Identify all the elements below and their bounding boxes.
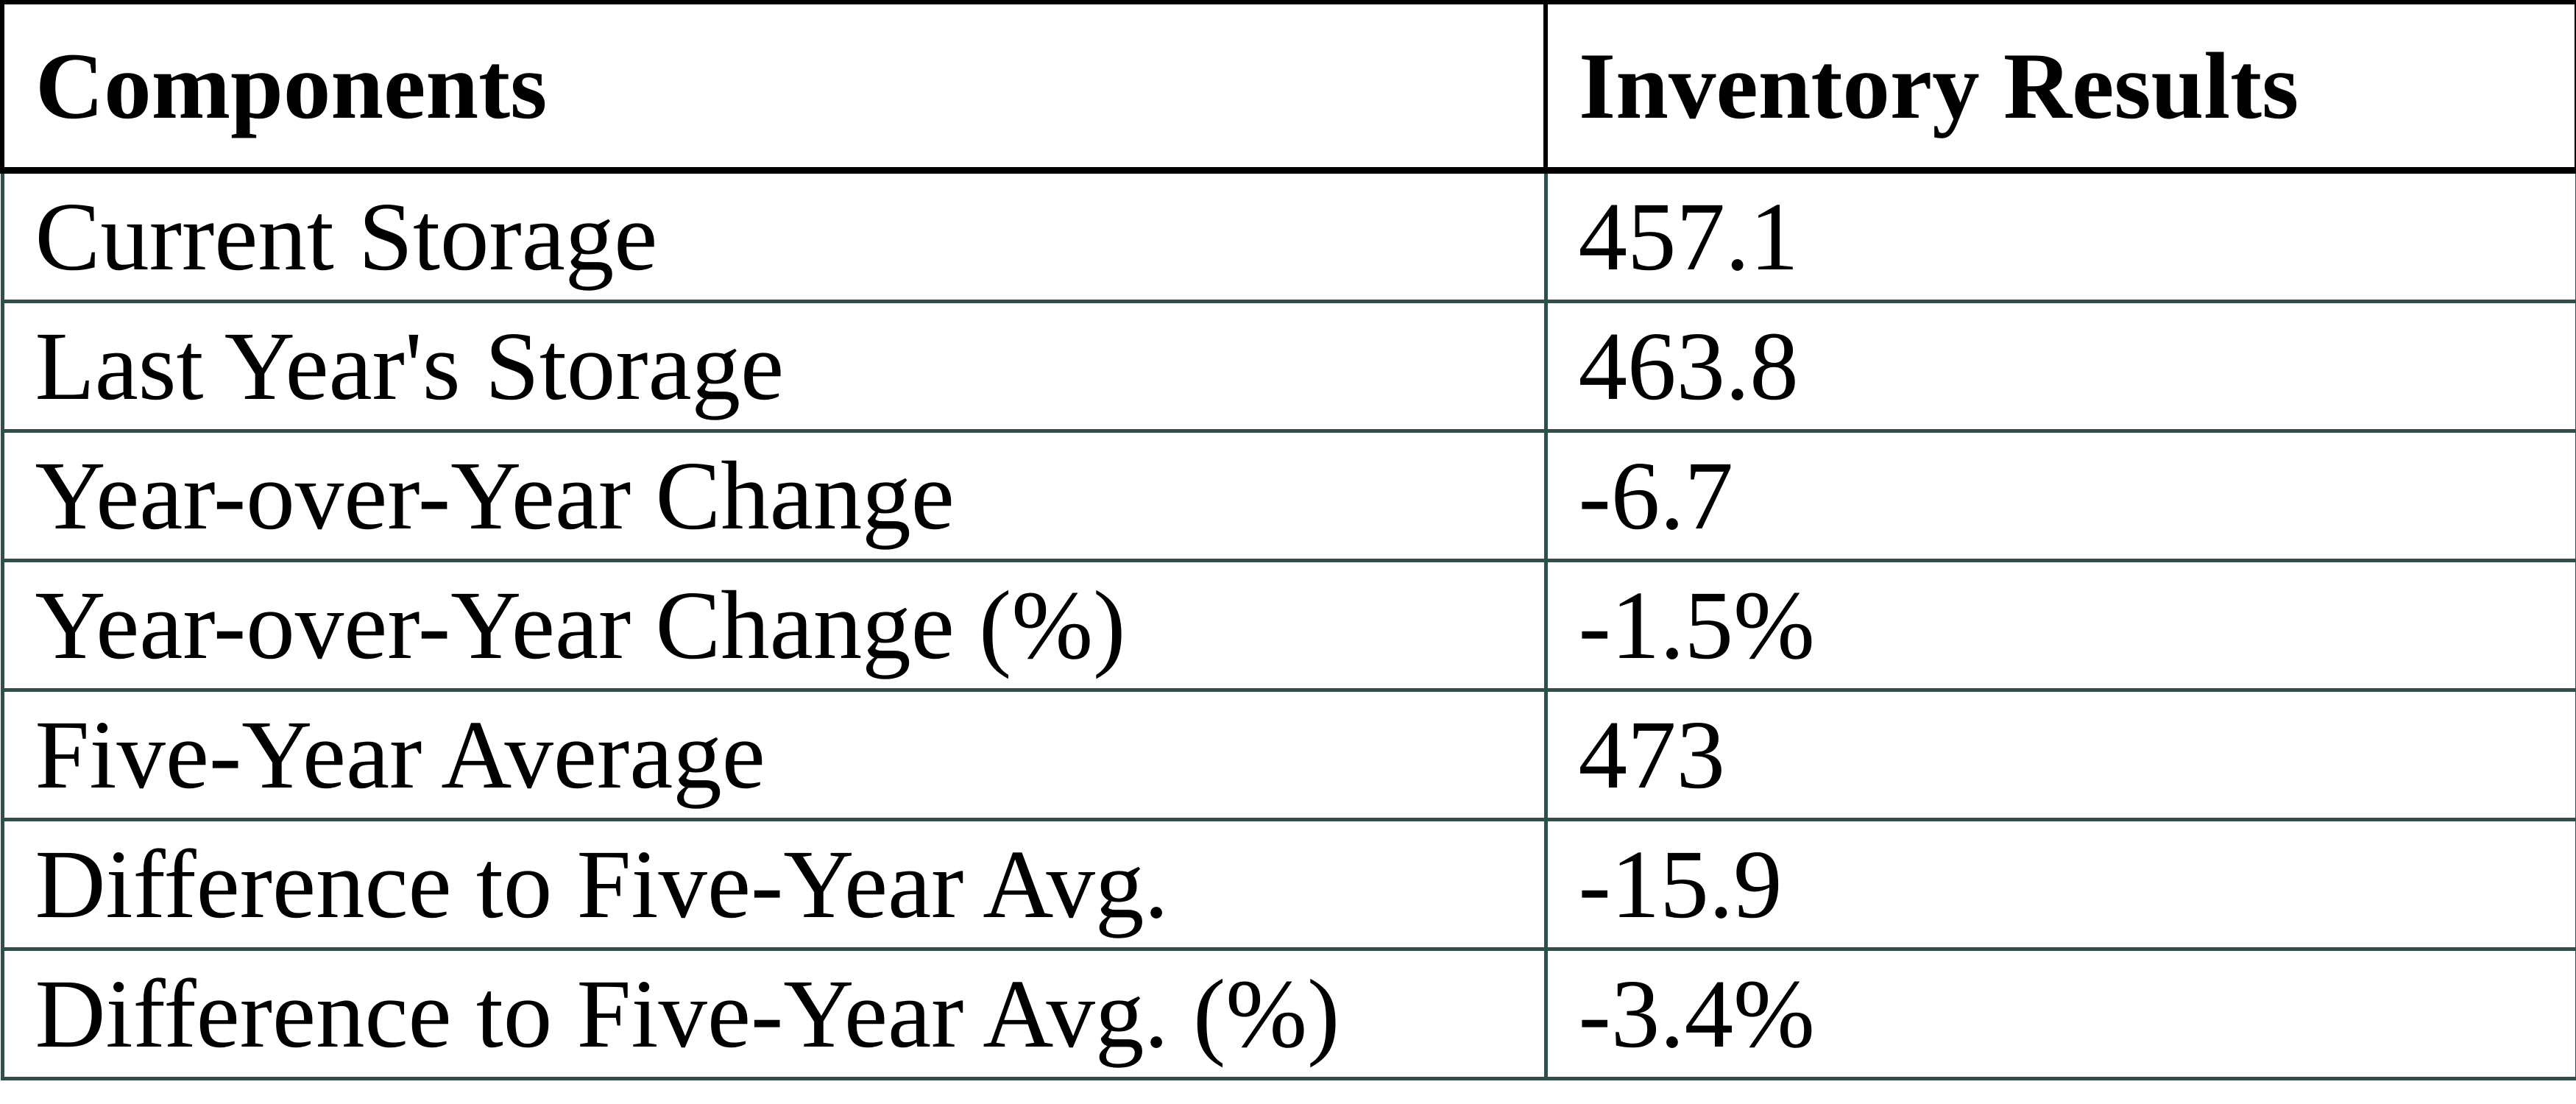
row-label-cell: Year-over-Year Change: [0, 429, 1548, 562]
row-label-cell: Five-Year Average: [0, 688, 1548, 821]
column-header-components: Components: [0, 0, 1548, 174]
table-row: Difference to Five-Year Avg. (%) -3.4%: [0, 947, 2576, 1080]
column-header-inventory-results: Inventory Results: [1543, 0, 2576, 174]
table-row: Year-over-Year Change -6.7: [0, 429, 2576, 562]
header-row: Components Inventory Results: [0, 0, 2576, 174]
row-value-cell: -6.7: [1543, 429, 2576, 562]
row-value-cell: 463.8: [1543, 300, 2576, 433]
row-label-cell: Current Storage: [0, 169, 1548, 303]
row-label-cell: Difference to Five-Year Avg. (%): [0, 947, 1548, 1080]
row-value-cell: -1.5%: [1543, 559, 2576, 692]
table-row: Current Storage 457.1: [0, 169, 2576, 303]
row-label-cell: Year-over-Year Change (%): [0, 559, 1548, 692]
inventory-table: Components Inventory Results Current Sto…: [0, 0, 2576, 1080]
table-header: Components Inventory Results: [0, 0, 2576, 174]
table-body: Current Storage 457.1 Last Year's Storag…: [0, 169, 2576, 1080]
row-value-cell: 457.1: [1543, 169, 2576, 303]
table-row: Five-Year Average 473: [0, 688, 2576, 821]
row-value-cell: -3.4%: [1543, 947, 2576, 1080]
table-row: Difference to Five-Year Avg. -15.9: [0, 818, 2576, 951]
row-value-cell: 473: [1543, 688, 2576, 821]
row-value-cell: -15.9: [1543, 818, 2576, 951]
row-label-cell: Last Year's Storage: [0, 300, 1548, 433]
table-row: Last Year's Storage 463.8: [0, 300, 2576, 433]
table-row: Year-over-Year Change (%) -1.5%: [0, 559, 2576, 692]
row-label-cell: Difference to Five-Year Avg.: [0, 818, 1548, 951]
